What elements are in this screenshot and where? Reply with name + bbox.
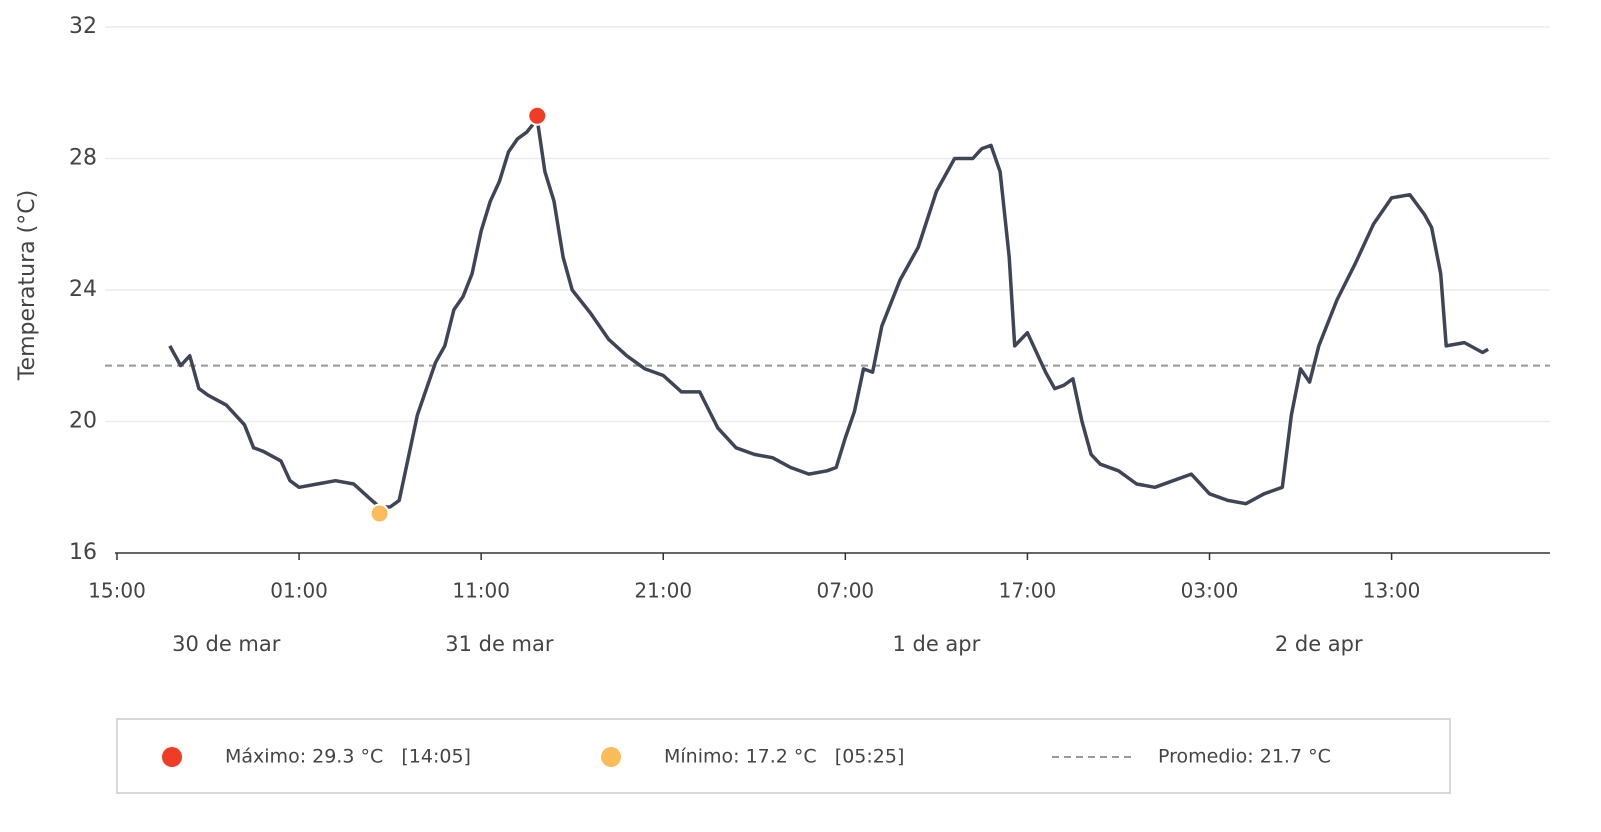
x-tick-label: 03:00	[1181, 579, 1239, 603]
legend-marker	[162, 747, 182, 767]
date-label: 1 de apr	[892, 632, 980, 656]
x-tick-label: 13:00	[1363, 579, 1421, 603]
y-tick-label: 32	[69, 14, 97, 39]
y-tick-label: 24	[69, 277, 97, 302]
legend-marker	[601, 747, 621, 767]
y-tick-label: 16	[69, 540, 97, 565]
date-label: 30 de mar	[172, 632, 281, 656]
y-tick-label: 28	[69, 146, 97, 171]
legend-label: Máximo: 29.3 °C [14:05]	[225, 746, 471, 768]
x-tick-label: 07:00	[817, 579, 875, 603]
x-tick-label: 11:00	[452, 579, 510, 603]
legend-box	[116, 718, 1451, 794]
extreme-marker	[369, 503, 390, 524]
y-tick-label: 20	[69, 409, 97, 434]
x-tick-label: 01:00	[270, 579, 328, 603]
temperature-line	[168, 117, 1490, 509]
date-label: 31 de mar	[445, 632, 554, 656]
legend-label: Promedio: 21.7 °C	[1158, 746, 1331, 768]
x-tick-label: 15:00	[88, 579, 146, 603]
legend-label: Mínimo: 17.2 °C [05:25]	[664, 746, 904, 768]
y-axis-label: Temperatura (°C)	[15, 190, 40, 381]
extreme-marker	[527, 105, 548, 126]
x-tick-label: 17:00	[999, 579, 1057, 603]
x-tick-label: 21:00	[634, 579, 692, 603]
date-label: 2 de apr	[1275, 632, 1363, 656]
